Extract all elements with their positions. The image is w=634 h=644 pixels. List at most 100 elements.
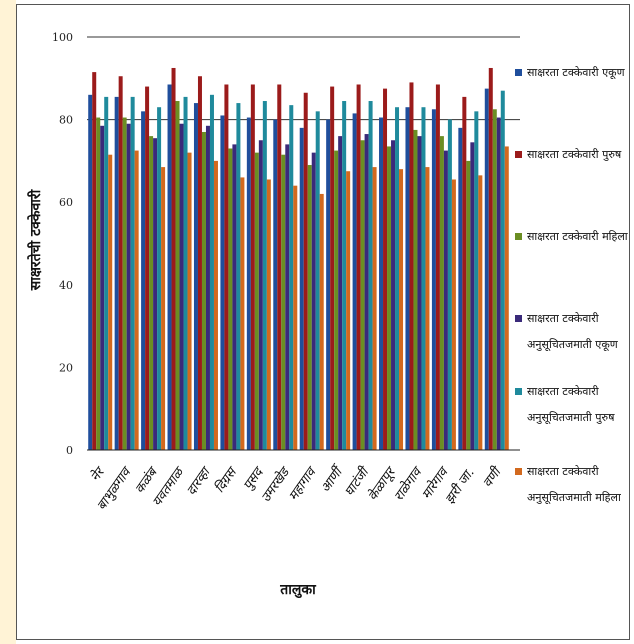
y-tick-label: 80 [59,114,73,127]
bar-1-5 [193,103,198,450]
legend: साक्षरता टक्केवारी एकूण साक्षरता टक्केवार… [515,66,628,505]
bar-6-11 [372,167,377,450]
bar-5-9 [315,111,320,450]
y-tick-label: 20 [59,361,73,374]
y-tick-label: 60 [59,196,73,209]
legend-swatch [515,69,522,76]
bar-2-13 [409,82,414,451]
bar-3-7 [254,152,259,450]
bar-6-3 [161,167,166,450]
bar-4-13 [417,136,422,450]
bar-1-12 [379,117,384,450]
bar-5-14 [447,119,452,450]
bar-5-8 [289,105,294,451]
bar-1-14 [431,109,436,451]
bar-6-4 [187,152,192,450]
bar-3-9 [307,165,312,450]
bar-6-14 [451,179,456,451]
bars [88,67,509,451]
bar-1-7 [246,117,251,450]
bar-6-8 [293,185,298,450]
bar-3-3 [149,136,154,450]
bar-2-9 [303,92,308,450]
bar-2-1 [92,72,97,450]
bar-2-4 [171,67,176,450]
x-tick-label: महागाव [286,463,321,503]
bar-3-14 [439,136,444,450]
bar-2-8 [277,84,282,451]
bar-5-7 [262,101,267,450]
bar-5-4 [183,96,188,450]
bar-1-4 [167,84,172,451]
y-tick-labels: 0 20 40 60 80 100 [52,31,73,457]
y-tick-label: 40 [59,279,73,292]
bar-4-4 [179,123,184,450]
grid-lines [87,36,520,121]
bar-1-8 [273,119,278,450]
bar-2-15 [462,96,467,450]
bar-4-14 [443,150,448,450]
bar-3-6 [228,148,233,450]
bar-2-12 [383,88,388,450]
bar-2-6 [224,84,229,451]
bar-2-5 [197,76,202,451]
bar-4-5 [205,125,210,451]
bar-5-1 [104,96,109,450]
bar-5-2 [130,96,135,450]
bar-3-2 [122,117,127,450]
bar-3-5 [201,131,206,451]
bar-4-8 [285,144,290,450]
bar-3-10 [334,150,339,450]
legend-label: साक्षरता टक्केवारी पुरुष [527,148,622,161]
bar-4-16 [496,117,501,450]
bar-5-5 [209,94,214,450]
x-tick-label: यवतमाळ [150,463,189,510]
bar-6-7 [266,179,271,451]
bar-3-12 [387,146,392,450]
bar-6-6 [240,177,245,451]
bar-4-7 [258,140,263,450]
legend-swatch [515,151,522,158]
y-axis-title: साक्षरतेची टक्केवारी [27,188,44,291]
bar-5-16 [500,90,505,450]
bar-4-1 [100,125,105,451]
bar-4-15 [470,142,475,450]
bar-6-1 [108,154,113,450]
bar-5-10 [342,101,347,450]
bar-3-11 [360,140,365,450]
bar-3-16 [492,109,497,451]
legend-swatch [515,233,522,240]
x-tick-label: दारव्हा [184,464,215,499]
bar-1-10 [326,119,331,450]
bar-4-12 [391,140,396,450]
bar-6-2 [134,150,139,450]
bar-4-11 [364,134,369,450]
legend-swatch [515,315,522,322]
bar-6-10 [346,171,351,450]
bar-3-13 [413,129,418,451]
legend-label: साक्षरता टक्केवारी एकूण [527,66,626,80]
bar-1-2 [114,96,119,450]
y-tick-label: 0 [66,444,73,457]
bar-6-13 [425,167,430,450]
x-tick-label: राळेगाव [391,463,427,504]
bar-5-3 [157,107,162,451]
bar-5-6 [236,103,241,450]
bar-2-10 [330,86,335,450]
bar-4-6 [232,144,237,450]
legend-label: साक्षरता टक्केवारी अनुसूचितजमाती महिला [527,465,621,505]
bar-2-3 [145,86,150,450]
bar-3-4 [175,101,180,450]
legend-swatch [515,388,522,395]
bar-1-3 [141,111,146,450]
legend-swatch [515,468,522,475]
bar-5-15 [474,111,479,450]
bar-1-11 [352,113,357,450]
left-decor-strip [0,0,16,644]
bar-2-7 [250,84,255,451]
x-tick-label: नेर [87,463,109,485]
bar-6-9 [319,193,324,450]
bar-5-12 [395,107,400,451]
